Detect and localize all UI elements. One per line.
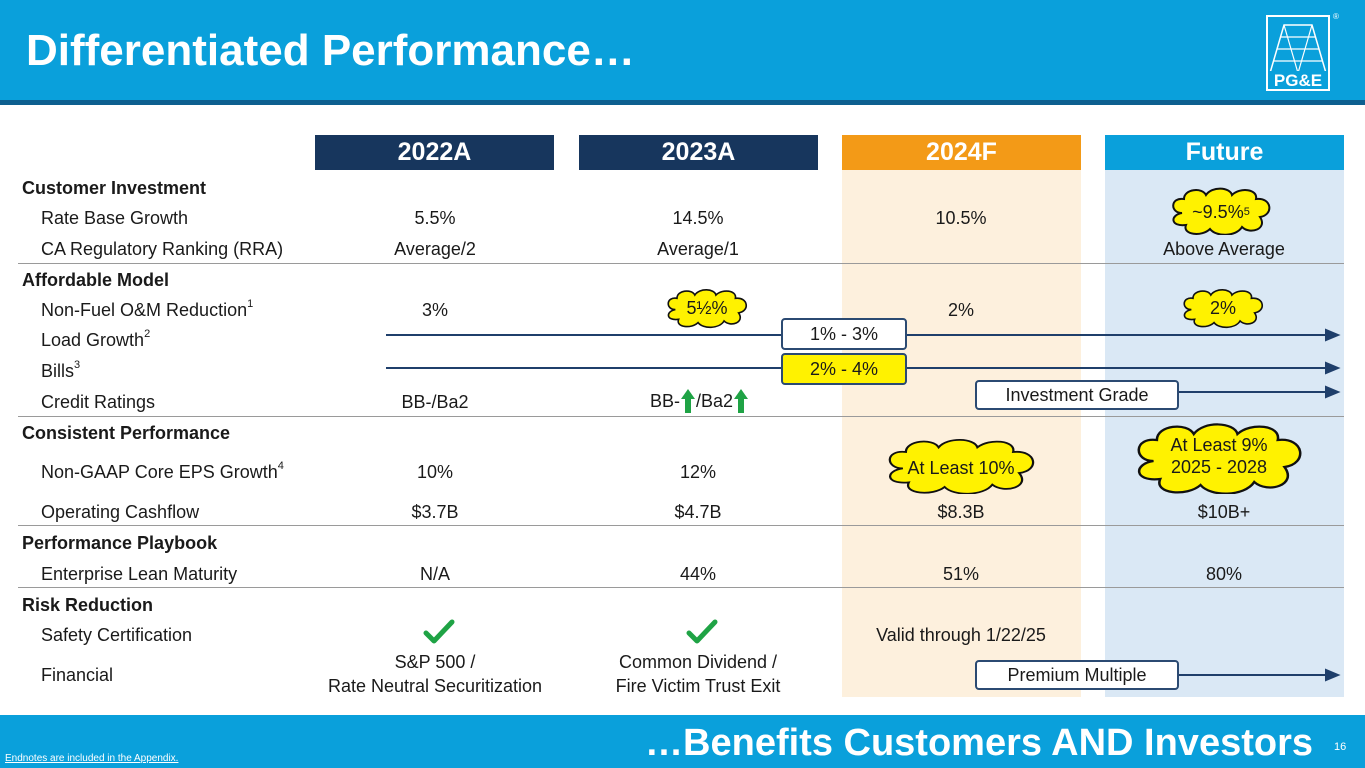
column-header-2023a: 2023A [579,135,818,170]
section-divider [18,587,1344,588]
row-label-om-reduction: Non-Fuel O&M Reduction1 [41,298,254,320]
column-header-2022a: 2022A [315,135,554,170]
column-header-2024f: 2024F [842,135,1081,170]
callout-cloud [1172,187,1271,235]
cell-eps-2022: 10% [416,462,454,482]
callout-cloud [1183,289,1263,329]
row-label-ca-regulatory-ranking: CA Regulatory Ranking (RRA) [41,239,284,259]
cell-cashflow-2023: $4.7B [674,502,722,522]
cell-credit-2022: BB-/Ba2 [401,392,469,412]
callout-cloud [888,439,1035,494]
footer-tagline: …Benefits Customers AND Investors [645,722,1313,764]
header-rule [0,100,1365,105]
logo-text: PG&E [1274,71,1322,90]
footer-bar [0,715,1365,768]
cell-eps-2023: 12% [679,462,717,482]
registered-mark: ® [1333,12,1339,21]
checkmark-icon [686,619,718,644]
cell-financial-2022: S&P 500 / Rate Neutral Securitization [327,652,543,696]
upgrade-arrow-icon [734,389,749,413]
cell-cashflow-2024: $8.3B [937,502,985,522]
page-number: 16 [1334,741,1347,753]
cell-rate-base-2022: 5.5% [414,208,456,228]
forecast-column-shading [842,170,1081,697]
load-growth-range-label: 1% - 3% [781,318,907,350]
section-consistent-performance: Consistent Performance [22,423,231,443]
endnote-ref: 5 [1243,206,1250,218]
cell-cashflow-future: $10B+ [1197,502,1251,522]
section-divider [18,416,1344,417]
cell-om-2024: 2% [947,300,975,320]
cell-lean-2024: 51% [942,564,980,584]
row-label-lean-maturity: Enterprise Lean Maturity [41,564,238,584]
cell-lean-2023: 44% [679,564,717,584]
cell-safety-2024: Valid through 1/22/25 [876,625,1046,645]
row-label-load-growth: Load Growth2 [41,328,151,350]
cell-rra-2023: Average/1 [657,239,739,259]
row-label-financial: Financial [41,665,114,685]
row-label-bills: Bills3 [41,359,81,381]
cell-om-2023: 5½% [686,298,728,318]
column-header-future: Future [1105,135,1344,170]
section-risk-reduction: Risk Reduction [22,595,154,615]
callout-cloud [667,289,747,329]
row-label-eps-growth: Non-GAAP Core EPS Growth4 [41,460,284,482]
cell-om-future: 2% [1209,298,1236,318]
cell-lean-2022: N/A [419,564,451,584]
endnote-link[interactable]: Endnotes are included in the Appendix. [5,753,179,764]
checkmark-icon [423,619,455,644]
page-title: Differentiated Performance… [26,26,635,75]
pge-logo: PG&E [1266,15,1330,91]
endnote-ref: 4 [277,460,284,472]
investment-grade-label: Investment Grade [975,380,1179,410]
cell-om-2022: 3% [421,300,449,320]
cell-lean-future: 80% [1205,564,1243,584]
section-divider [18,263,1344,264]
section-divider [18,525,1344,526]
cell-rate-base-2023: 14.5% [672,208,724,228]
row-label-safety-certification: Safety Certification [41,625,193,645]
cell-cashflow-2022: $3.7B [411,502,459,522]
row-label-credit-ratings: Credit Ratings [41,392,156,412]
upgrade-arrow-icon [681,389,696,413]
premium-multiple-label: Premium Multiple [975,660,1179,690]
header-bar [0,0,1365,100]
cell-credit-2023: BB- /Ba2 [650,387,749,415]
row-label-operating-cashflow: Operating Cashflow [41,502,200,522]
cell-rra-future: Above Average [1163,239,1285,259]
cell-rra-2022: Average/2 [394,239,476,259]
endnote-ref: 2 [144,328,151,340]
section-customer-investment: Customer Investment [22,178,207,198]
bills-range-label: 2% - 4% [781,353,907,385]
cell-financial-2023: Common Dividend / Fire Victim Trust Exit [615,652,781,696]
cell-eps-future: At Least 9% 2025 - 2028 [1170,435,1268,477]
row-label-rate-base-growth: Rate Base Growth [41,208,189,228]
cell-rate-base-2024: 10.5% [935,208,987,228]
callout-cloud [1137,423,1302,494]
endnote-ref: 3 [74,359,81,371]
cell-eps-2024: At Least 10% [907,458,1015,478]
section-performance-playbook: Performance Playbook [22,533,218,553]
endnote-ref: 1 [247,298,254,310]
section-affordable-model: Affordable Model [22,270,169,290]
cell-rate-base-future: ~9.5%5 [1192,202,1250,222]
